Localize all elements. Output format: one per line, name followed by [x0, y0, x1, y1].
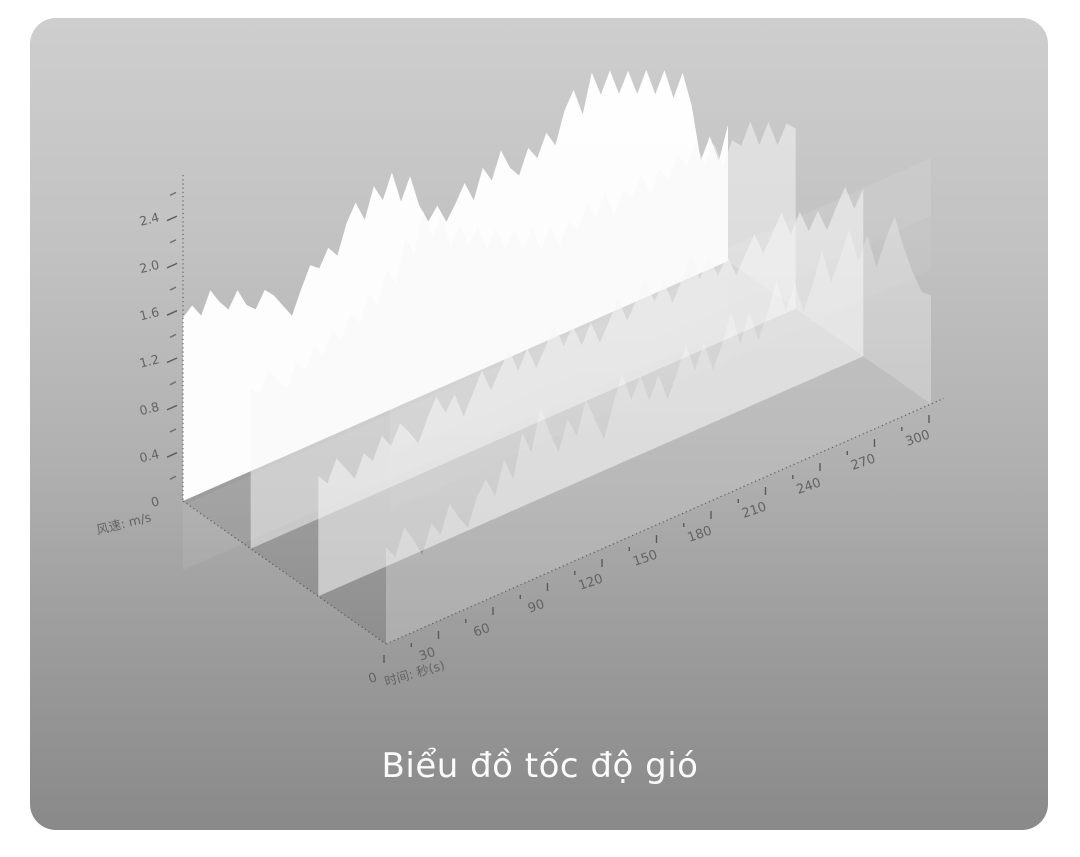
- x-tick-label: 180: [686, 524, 714, 546]
- series-area-layer-front: [386, 216, 931, 644]
- y-tick-minor: [169, 475, 177, 480]
- depth-axis-line: [182, 500, 387, 645]
- y-tick-label: 1.6: [138, 304, 161, 323]
- y-tick-label: 2.0: [138, 257, 161, 276]
- y-tick-major: [166, 404, 178, 411]
- y-tick-label: 1.2: [138, 351, 161, 370]
- y-tick-major: [166, 452, 178, 458]
- x-tick-label: 90: [526, 597, 547, 617]
- y-tick-minor: [169, 381, 177, 386]
- x-tick-label: 300: [904, 428, 932, 450]
- y-tick-label: 2.4: [138, 209, 161, 228]
- y-tick-label: 0: [149, 493, 160, 509]
- y-tick-label: 0.4: [138, 446, 161, 465]
- chart-title: Biểu đồ tốc độ gió: [381, 746, 699, 786]
- y-tick-major: [166, 215, 178, 222]
- y-tick-major: [166, 262, 178, 269]
- x-tick-label: 270: [849, 452, 877, 474]
- y-tick-minor: [169, 191, 177, 197]
- y-tick-minor: [169, 239, 177, 244]
- x-tick-label: 150: [631, 548, 659, 570]
- y-axis-name: 风速: m/s: [95, 509, 153, 537]
- x-tick-label: 30: [417, 645, 438, 665]
- y-tick-minor: [169, 286, 177, 291]
- x-axis-line: [385, 397, 945, 645]
- y-tick-minor: [169, 428, 177, 433]
- x-tick-label: 210: [740, 500, 768, 522]
- series-area-layer-mid-front: [318, 186, 864, 597]
- y-tick-minor: [169, 333, 177, 339]
- x-tick-label: 0: [367, 670, 380, 687]
- x-tick-label: 240: [795, 476, 823, 498]
- y-tick-major: [166, 357, 178, 364]
- x-tick-label: 60: [472, 621, 493, 641]
- y-tick-label: 0.8: [138, 399, 161, 418]
- x-tick-label: 120: [577, 572, 605, 594]
- y-tick-major: [166, 310, 178, 316]
- x-axis-name: 时间: 秒(s): [383, 657, 447, 688]
